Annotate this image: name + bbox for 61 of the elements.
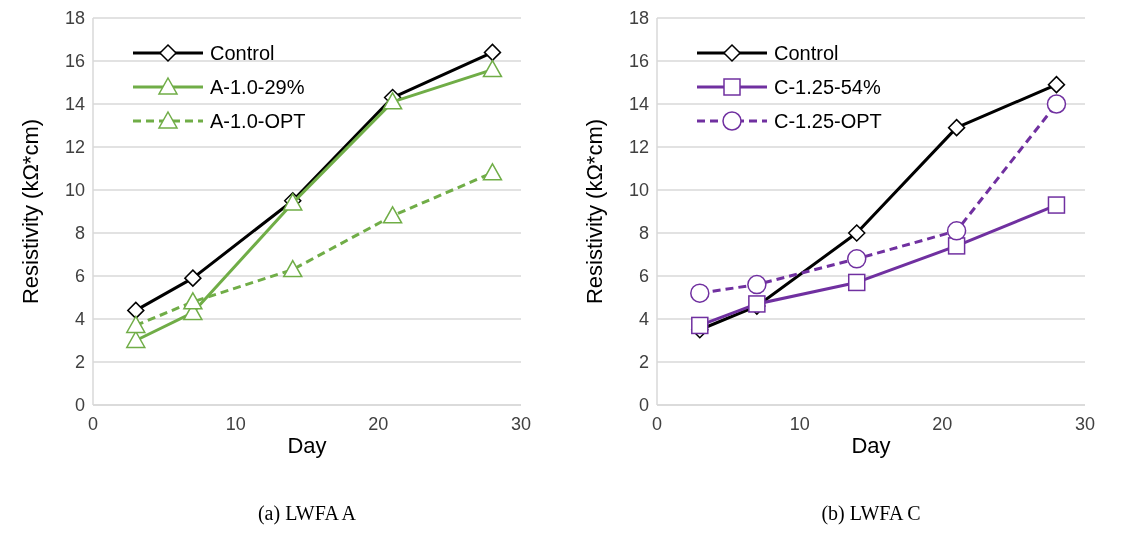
x-axis-title: Day [287,433,327,458]
y-tick-label: 14 [628,94,649,115]
y-tick-label: 14 [64,94,85,115]
legend-label: C-1.25-OPT [774,110,882,132]
y-tick-label: 6 [638,266,649,287]
legend-label: Control [774,42,839,64]
point [282,259,303,278]
point [747,274,767,295]
legend-label: Control [210,42,275,64]
y-tick-label: 2 [74,352,85,373]
point [947,118,966,137]
point [1047,196,1066,214]
point [846,249,867,269]
y-tick-label: 8 [638,223,649,244]
y-axis-title: Resistivity (kΩ*cm) [582,118,607,305]
x-tick-label: 10 [789,414,810,434]
x-tick-label: 10 [225,414,246,434]
text: (a) LWFA A [257,502,357,525]
y-tick-label: 12 [628,137,649,158]
point [382,206,403,224]
y-tick-label: 18 [628,8,649,29]
y-axis-title: Resistivity (kΩ*cm) [18,118,43,305]
point [1046,94,1067,114]
point [126,315,146,334]
legend-label: C-1.25-54% [774,76,881,98]
y-tick-label: 12 [64,137,85,158]
y-tick-label: 6 [74,266,85,287]
legend-label: A-1.0-OPT [210,110,306,132]
point [847,273,866,292]
point [690,283,710,303]
x-tick-label: 20 [932,414,953,434]
point [184,269,202,287]
x-axis-title: Day [851,433,891,458]
point [1047,75,1066,94]
text: (b) LWFA C [821,502,921,525]
y-tick-label: 0 [638,395,649,416]
y-tick-label: 4 [74,309,85,330]
y-tick-label: 18 [64,8,85,29]
legend-label: A-1.0-29% [210,76,305,98]
y-tick-label: 8 [74,223,85,244]
y-tick-label: 4 [638,309,649,330]
point [482,163,503,181]
x-tick-label: 30 [1074,414,1096,434]
y-tick-label: 10 [628,180,649,201]
point [847,224,866,242]
x-tick-label: 0 [87,414,99,434]
point [183,292,203,310]
point [482,59,503,78]
point [483,43,502,62]
x-tick-label: 0 [651,414,663,434]
y-tick-label: 10 [64,180,85,201]
point [127,301,145,320]
x-tick-label: 30 [510,414,532,434]
y-tick-label: 2 [638,352,649,373]
point [382,92,403,110]
y-tick-label: 16 [628,51,649,72]
y-tick-label: 16 [64,51,85,72]
point [946,221,967,241]
x-tick-label: 20 [368,414,389,434]
point [126,330,146,349]
y-tick-label: 0 [74,395,85,416]
